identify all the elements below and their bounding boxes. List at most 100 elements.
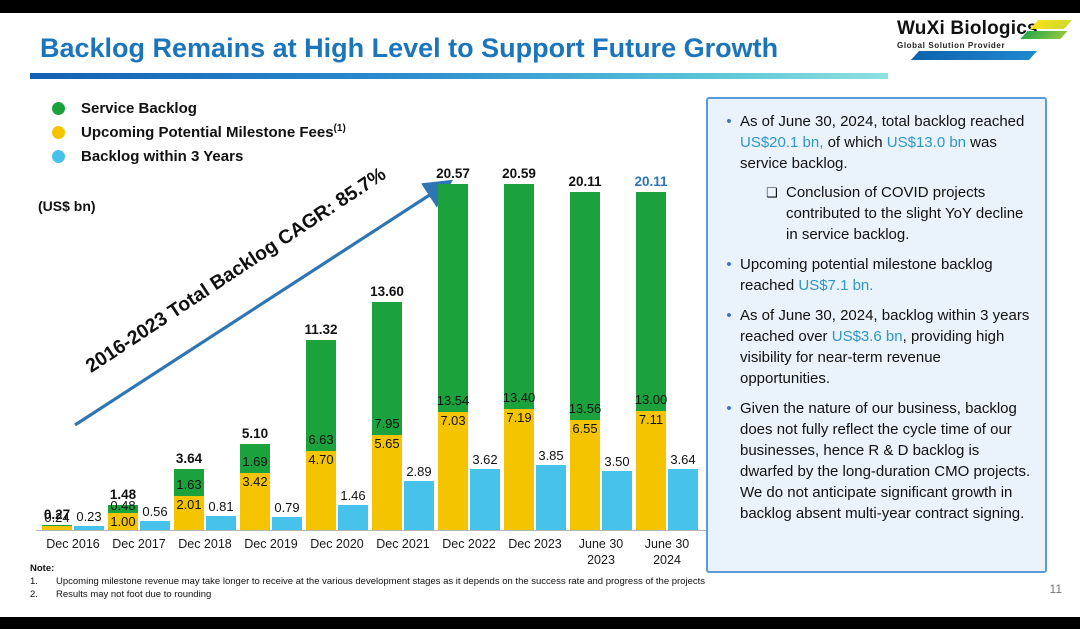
milestone-fees-bar	[240, 472, 270, 530]
service-backlog-bar	[108, 505, 138, 514]
legend-item-milestone-fees: Upcoming Potential Milestone Fees(1)	[52, 120, 346, 144]
bullet-text-segment: Conclusion of COVID projects contributed…	[786, 184, 1024, 243]
bullet-dot-icon: •	[726, 256, 732, 273]
legend-label: Backlog within 3 Years	[81, 147, 244, 165]
legend-item-service-backlog: Service Backlog	[52, 96, 346, 120]
bullet-text-segment: Given the nature of our business, backlo…	[740, 400, 1031, 522]
service-backlog-bar	[240, 444, 270, 473]
service-backlog-dot-icon	[52, 101, 65, 115]
milestone-value-label: 7.19	[506, 410, 532, 426]
backlog-3-years-bar	[602, 471, 632, 530]
footnote-number: 1.	[30, 576, 38, 587]
milestone-fees-dot-icon	[52, 125, 65, 139]
service-value-label: 13.40	[502, 390, 536, 406]
service-backlog-bar	[372, 301, 402, 436]
service-value-label: 13.54	[436, 392, 470, 408]
bar-group-dec-2018: 3.64 1.63 2.01 0.81	[172, 157, 238, 530]
milestone-fees-bar	[504, 409, 534, 530]
service-backlog-bar	[438, 184, 468, 412]
bar-group-dec-2020: 11.32 6.63 4.70 1.46	[304, 157, 370, 530]
milestone-value-label: 6.55	[572, 420, 598, 436]
bullet-text-segment: , providing high visibility for near-ter…	[740, 328, 1005, 387]
bar-group-dec-2017: 1.48 0.48 1.00 0.56	[106, 157, 172, 530]
x-axis-label: Dec 2020	[310, 537, 364, 551]
milestone-value-label: 4.70	[308, 452, 334, 468]
x-axis-line	[36, 530, 708, 531]
service-value-label: 13.00	[634, 391, 668, 407]
page-number: 11	[1049, 582, 1062, 596]
bar-group-dec-2023: 20.59 13.40 7.19 3.85	[502, 157, 568, 530]
total-value-label: 1.48	[109, 487, 137, 503]
total-value-label: 20.57	[436, 166, 470, 182]
service-value-label: 1.63	[176, 477, 202, 493]
total-value-label: 20.11	[634, 174, 668, 190]
backlog-3-years-bar	[272, 516, 302, 530]
x-axis-label: June 30 2023	[578, 537, 624, 567]
milestone-value-label: 2.01	[176, 497, 202, 513]
bullet-text: As of June 30, 2024, backlog within 3 ye…	[740, 305, 1033, 389]
logo-tagline: Global Solution Provider	[897, 41, 1006, 50]
within3-value-label: 0.23	[76, 509, 102, 525]
total-value-label: 5.10	[241, 426, 269, 442]
commentary-panel: • As of June 30, 2024, total backlog reac…	[706, 97, 1047, 573]
legend-label: Service Backlog	[81, 99, 197, 117]
commentary-bullets: • As of June 30, 2024, total backlog reac…	[718, 111, 1033, 524]
footnote-text: Results may not foot due to rounding	[56, 589, 212, 600]
bullet-text-segment: Upcoming potential milestone backlog rea…	[740, 256, 993, 294]
backlog-3-years-bar	[404, 481, 434, 530]
backlog-3-years-bar	[668, 468, 698, 530]
sub-bullet-text: Conclusion of COVID projects contributed…	[786, 182, 1033, 245]
within3-value-label: 1.46	[340, 488, 366, 504]
milestone-fees-bar	[108, 513, 138, 530]
bullet-text: As of June 30, 2024, total backlog reach…	[740, 111, 1033, 245]
within3-value-label: 0.56	[142, 503, 168, 519]
milestone-value-label: 7.03	[440, 412, 466, 428]
service-backlog-bar	[42, 524, 72, 526]
x-axis-label: Dec 2022	[442, 537, 496, 551]
bullet-text-segment: As of June 30, 2024, total backlog reach…	[740, 113, 1025, 130]
bullet-text: Upcoming potential milestone backlog rea…	[740, 254, 1033, 296]
footnote-superscript: (1)	[333, 123, 346, 134]
total-value-label: 3.64	[175, 450, 203, 466]
panel-bullet-4: • Given the nature of our business, backl…	[718, 398, 1033, 524]
milestone-value-label: 0.24	[44, 509, 70, 525]
letterbox-bottom	[0, 617, 1080, 629]
bar-group-dec-2019: 5.10 1.69 3.42 0.79	[238, 157, 304, 530]
legend-item-backlog-3-years: Backlog within 3 Years	[52, 144, 346, 168]
milestone-fees-bar	[174, 496, 204, 530]
footnotes: Note: 1. Upcoming milestone revenue may …	[30, 563, 705, 602]
logo-stripe-green	[1020, 31, 1068, 39]
legend-label: Upcoming Potential Milestone Fees	[81, 124, 334, 141]
service-value-label: 7.95	[374, 416, 400, 432]
within3-value-label: 0.81	[208, 499, 234, 515]
bullet-text-segment: was service backlog.	[740, 134, 997, 172]
highlighted-value: US$7.1 bn.	[798, 277, 874, 294]
footnote-1: 1. Upcoming milestone revenue may take l…	[30, 576, 705, 587]
milestone-value-label: 3.42	[242, 473, 268, 489]
logo-stripe-blue	[910, 51, 1038, 60]
milestone-value-label: 1.00	[110, 514, 136, 529]
service-backlog-bar	[504, 184, 534, 410]
service-value-label: 0.48	[110, 498, 136, 514]
within3-value-label: 3.64	[670, 451, 696, 467]
x-axis-label: June 30 2024	[644, 537, 690, 567]
x-axis-label: Dec 2016	[46, 537, 100, 551]
service-backlog-bar	[306, 339, 336, 452]
x-axis-label: Dec 2023	[508, 537, 562, 551]
within3-value-label: 0.79	[274, 499, 300, 515]
logo-wordmark: WuXi Biologics	[897, 18, 1038, 39]
panel-sub-bullet: ❑ Conclusion of COVID projects contribute…	[766, 182, 1033, 245]
bullet-text-segment: As of June 30, 2024, backlog within 3 ye…	[740, 307, 1030, 345]
milestone-fees-bar	[636, 410, 666, 530]
total-value-label: 0.27	[43, 506, 71, 522]
highlighted-value: US$20.1 bn,	[740, 134, 824, 151]
backlog-3-years-dot-icon	[52, 149, 65, 163]
milestone-fees-bar	[438, 411, 468, 530]
backlog-bar-chart: 0.27 0.24 0.23 1.48 0.48 1.00 0.56 3.64 1.63 2.01…	[40, 157, 700, 530]
service-backlog-bar	[174, 468, 204, 497]
bullet-dot-icon: •	[726, 113, 732, 130]
within3-value-label: 3.62	[472, 452, 498, 468]
service-backlog-bar	[570, 192, 600, 420]
milestone-fees-bar	[42, 525, 72, 530]
